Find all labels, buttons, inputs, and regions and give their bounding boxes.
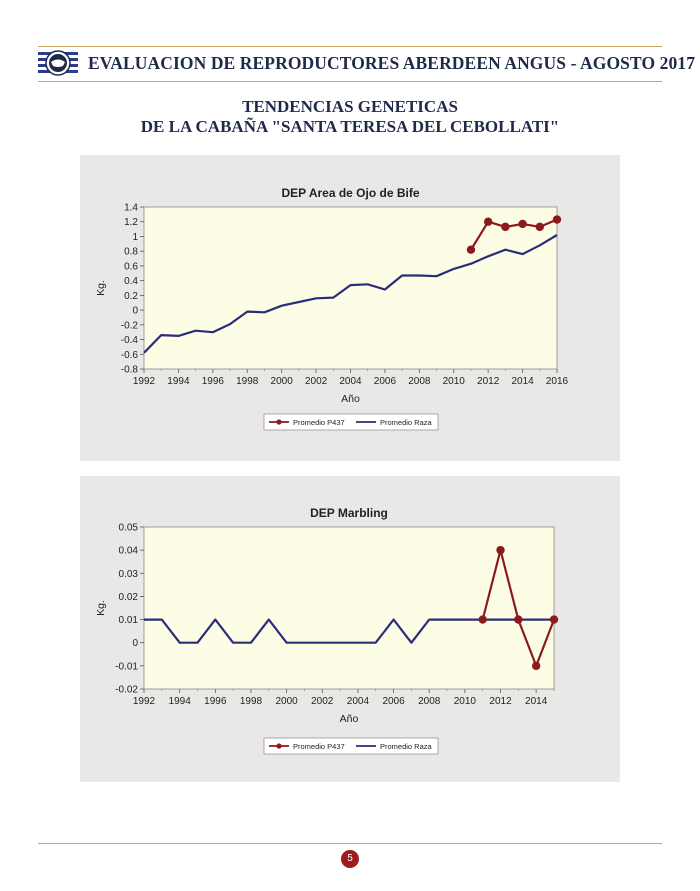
x-axis-label: Año bbox=[340, 713, 359, 725]
data-point-p437 bbox=[518, 219, 527, 229]
y-tick-label: 1.2 bbox=[124, 217, 138, 228]
x-tick-label: 2006 bbox=[382, 696, 405, 707]
y-tick-label: 0.8 bbox=[124, 247, 138, 258]
legend-label-p437: Promedio P437 bbox=[293, 742, 345, 751]
chart-marbling: DEP Marbling -0.02 -0.01 0 0.01 0.02 0.03 0.04 0… bbox=[95, 506, 559, 755]
section-title-line2: DE LA CABAÑA "SANTA TERESA DEL CEBOLLATI… bbox=[140, 117, 560, 136]
y-tick-label: 0 bbox=[132, 638, 138, 649]
page-header: EVALUACION DE REPRODUCTORES ABERDEEN ANG… bbox=[38, 47, 695, 79]
y-tick-label: -0.4 bbox=[121, 335, 139, 346]
y-axis-label: Kg. bbox=[95, 600, 107, 616]
data-point-p437 bbox=[549, 615, 559, 624]
x-tick-label: 2002 bbox=[311, 696, 334, 707]
y-tick-label: 1 bbox=[132, 232, 138, 243]
data-point-p437 bbox=[483, 217, 493, 226]
x-tick-label: 2012 bbox=[489, 696, 512, 707]
x-tick-label: 2004 bbox=[339, 376, 362, 387]
x-tick-label: 2002 bbox=[305, 376, 328, 387]
x-tick-label: 2008 bbox=[408, 376, 431, 387]
x-tick-label: 1992 bbox=[133, 376, 156, 387]
y-tick-label: 0 bbox=[132, 306, 138, 317]
y-tick-label: -0.8 bbox=[121, 365, 139, 376]
series-line-raza bbox=[143, 234, 558, 354]
y-axis-label: Kg. bbox=[95, 280, 107, 296]
plot-area bbox=[143, 526, 555, 690]
x-tick-label: 2016 bbox=[546, 376, 569, 387]
chart-ojo-de-bife: DEP Area de Ojo de Bife -0.8 -0.6 -0.4 -0.2 0… bbox=[95, 186, 569, 431]
x-tick-label: 2012 bbox=[477, 376, 500, 387]
y-tick-label: -0.02 bbox=[115, 685, 138, 696]
chart-panel-marbling: DEP Marbling -0.02 -0.01 0 0.01 0.02 0.03 0.04 0… bbox=[80, 476, 620, 782]
header-rule-top bbox=[38, 46, 662, 47]
x-tick-label: 2000 bbox=[271, 376, 294, 387]
data-point-p437 bbox=[466, 245, 476, 254]
x-tick-label: 1998 bbox=[240, 696, 263, 707]
header-title: EVALUACION DE REPRODUCTORES ABERDEEN ANG… bbox=[88, 53, 696, 73]
plot-area bbox=[143, 206, 558, 370]
x-tick-label: 1994 bbox=[169, 696, 192, 707]
y-tick-label: 0.03 bbox=[119, 569, 139, 580]
y-tick-label: 0.02 bbox=[119, 592, 139, 603]
data-point-p437 bbox=[535, 222, 544, 232]
x-tick-label: 2010 bbox=[443, 376, 466, 387]
y-tick-label: 0.01 bbox=[119, 615, 139, 626]
x-tick-label: 2004 bbox=[347, 696, 370, 707]
data-point-p437 bbox=[531, 661, 541, 671]
y-tick-label: 0.2 bbox=[124, 291, 138, 302]
x-tick-label: 1998 bbox=[236, 376, 259, 387]
x-tick-label: 2014 bbox=[525, 696, 548, 707]
breed-logo-icon bbox=[38, 50, 78, 76]
x-tick-label: 2014 bbox=[511, 376, 534, 387]
section-title-line1: TENDENCIAS GENETICAS bbox=[242, 97, 458, 116]
y-tick-label: 0.05 bbox=[119, 523, 139, 534]
x-tick-label: 2000 bbox=[275, 696, 298, 707]
y-tick-label: 0.04 bbox=[119, 546, 139, 557]
footer-rule bbox=[38, 843, 662, 844]
x-tick-label: 1996 bbox=[204, 696, 227, 707]
x-tick-label: 2006 bbox=[374, 376, 397, 387]
header-rule-bottom bbox=[38, 81, 662, 82]
x-tick-label: 2008 bbox=[418, 696, 441, 707]
y-tick-label: -0.2 bbox=[121, 320, 139, 331]
legend-label-p437: Promedio P437 bbox=[293, 418, 345, 427]
legend-box bbox=[263, 413, 439, 431]
legend-marker-p437 bbox=[276, 419, 282, 425]
chart-panel-ojo-bife: DEP Area de Ojo de Bife -0.8 -0.6 -0.4 -0.2 0… bbox=[80, 155, 620, 461]
y-tick-label: 0.4 bbox=[124, 276, 138, 287]
legend-label-raza: Promedio Raza bbox=[380, 418, 433, 427]
x-tick-label: 1992 bbox=[133, 696, 156, 707]
data-point-p437 bbox=[514, 615, 523, 624]
legend-marker-p437 bbox=[276, 743, 282, 749]
chart-title: DEP Marbling bbox=[310, 506, 388, 520]
x-tick-label: 2010 bbox=[454, 696, 477, 707]
data-point-p437 bbox=[478, 615, 487, 624]
y-tick-label: 1.4 bbox=[124, 203, 138, 214]
data-point-p437 bbox=[501, 222, 510, 232]
chart-title: DEP Area de Ojo de Bife bbox=[281, 186, 419, 200]
x-tick-label: 1994 bbox=[167, 376, 190, 387]
x-tick-label: 1996 bbox=[202, 376, 225, 387]
y-tick-label: 0.6 bbox=[124, 261, 138, 272]
y-tick-label: -0.6 bbox=[121, 350, 139, 361]
y-tick-label: -0.01 bbox=[115, 661, 138, 672]
data-point-p437 bbox=[552, 215, 562, 224]
legend-box bbox=[263, 737, 439, 755]
data-point-p437 bbox=[496, 545, 505, 555]
x-axis-label: Año bbox=[341, 393, 360, 405]
legend-label-raza: Promedio Raza bbox=[380, 742, 433, 751]
page-number-badge: 5 bbox=[341, 850, 359, 868]
